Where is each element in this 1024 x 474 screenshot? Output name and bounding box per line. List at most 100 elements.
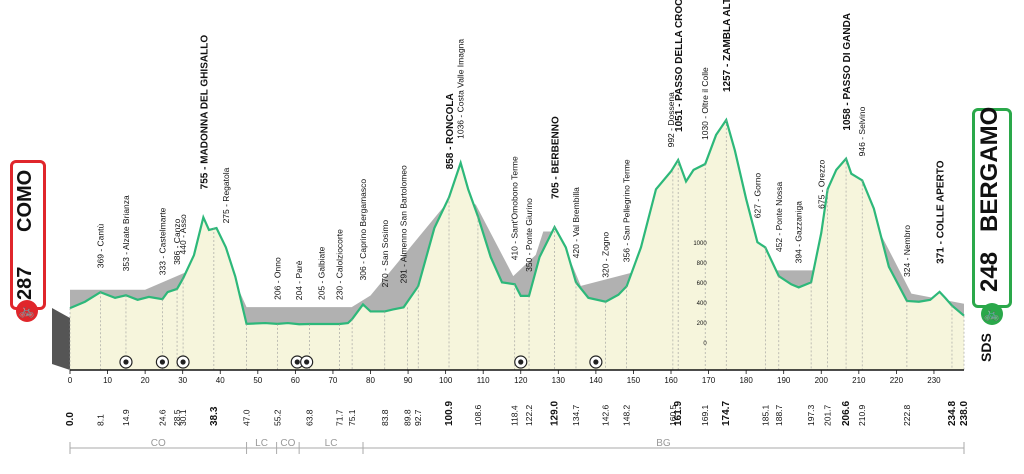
finish-name: BERGAMO <box>976 106 1003 232</box>
start-elevation: 287 <box>14 266 36 300</box>
grid-layer: 1000 800 600 400 200 0 0 10 20 30 40 50 60 70 80 90 100 1… <box>68 120 965 454</box>
x-tick-label: 110 <box>477 376 490 385</box>
intermediate-marker-dot <box>180 359 186 365</box>
province-label: CO <box>280 438 295 449</box>
km-mark-label: 169.1 <box>700 404 710 426</box>
x-tick-label: 30 <box>178 376 187 385</box>
x-tick-label: 190 <box>777 376 791 385</box>
place-label: 410 - Sant'Omobono Terme <box>510 156 520 260</box>
km-mark-label: 148.2 <box>622 404 632 426</box>
ridge-band <box>70 120 964 325</box>
x-tick-label: 160 <box>664 376 678 385</box>
finish-badge <box>972 108 1012 308</box>
place-label: 627 - Gorno <box>752 173 762 219</box>
start-bike-icon: 🚲 <box>16 300 38 322</box>
province-label: BG <box>656 438 671 449</box>
place-label: 291 - Almenno San Bartolomeo <box>399 165 409 283</box>
province-label: CO <box>151 438 166 449</box>
km-mark-label: 47.0 <box>242 409 252 426</box>
x-tick-label: 140 <box>589 376 603 385</box>
finish-elevation: 248 <box>976 251 1003 292</box>
start-block <box>52 308 70 370</box>
km-mark-label: 134.7 <box>571 404 581 426</box>
x-tick-label: 80 <box>366 376 375 385</box>
km-mark-label: 161.9 <box>673 401 684 426</box>
km-mark-label: 234.8 <box>947 401 958 426</box>
place-label: 452 - Ponte Nossa <box>774 181 784 252</box>
elevation-scale-label: 400 <box>697 301 708 307</box>
km-mark-label: 188.7 <box>774 404 784 426</box>
x-tick-label: 120 <box>514 376 528 385</box>
km-mark-label: 63.8 <box>305 409 315 426</box>
labels-layer: 0.0 8.1 14.9 24.6 28.530.1 38.3 47.0 55.2 63.8 71… <box>65 0 970 449</box>
x-tick-label: 10 <box>103 376 112 385</box>
elevation-scale-label: 800 <box>697 261 708 267</box>
km-mark-label: 142.6 <box>601 404 611 426</box>
km-mark-label: 0.0 <box>65 412 76 426</box>
place-label: 270 - San Sosimo <box>380 220 390 288</box>
km-mark-label: 210.9 <box>857 404 867 426</box>
km-mark-label: 108.6 <box>473 404 483 426</box>
climb-label: 1051 - PASSO DELLA CROCETTA <box>674 0 685 132</box>
x-tick-label: 50 <box>253 376 262 385</box>
x-tick-label: 70 <box>328 376 337 385</box>
elevation-scale-label: 200 <box>697 321 708 327</box>
km-mark-label: 89.8 <box>402 409 412 426</box>
km-mark-label: 201.7 <box>823 404 833 426</box>
x-tick-label: 100 <box>439 376 453 385</box>
x-tick-label: 170 <box>702 376 716 385</box>
place-label: 369 - Cantù <box>95 224 105 269</box>
climb-label: 858 - RONCOLA <box>445 93 456 169</box>
place-label: 320 - Zogno <box>601 232 611 278</box>
km-mark-label: 118.4 <box>510 405 520 426</box>
province-label: LC <box>325 438 338 449</box>
x-tick-label: 210 <box>852 376 866 385</box>
km-mark-label: 185.1 <box>760 404 770 426</box>
elevation-scale-label: 600 <box>697 281 708 287</box>
place-label: 350 - Ponte Giurino <box>524 198 534 272</box>
km-mark-label: 222.8 <box>902 404 912 426</box>
place-label: 205 - Galbiate <box>317 246 327 300</box>
x-tick-label: 130 <box>552 376 566 385</box>
intermediate-marker-dot <box>593 359 599 365</box>
km-mark-label: 206.6 <box>841 401 852 426</box>
intermediate-marker-dot <box>123 359 129 365</box>
km-mark-label: 55.2 <box>272 409 282 426</box>
place-label: 206 - Onno <box>272 257 282 300</box>
place-label: 946 - Selvino <box>857 106 867 156</box>
province-label: LC <box>255 438 268 449</box>
place-label: 306 - Caprino Bergamasco <box>358 179 368 281</box>
km-mark-label: 71.7 <box>334 409 344 426</box>
finish-bike-icon: 🚲 <box>981 303 1003 325</box>
place-label: 324 - Nembro <box>902 225 912 277</box>
km-mark-label: 160.5 <box>668 404 678 426</box>
intermediate-marker-dot <box>159 359 166 365</box>
x-tick-label: 40 <box>216 376 225 385</box>
x-tick-label: 220 <box>890 376 904 385</box>
climb-label: 371 - COLLE APERTO <box>936 160 947 264</box>
place-label: 333 - Castelmarte <box>157 207 167 275</box>
place-label: 356 - San Pellegrino Terme <box>622 159 632 262</box>
km-mark-label: 129.0 <box>550 401 561 426</box>
km-mark-label: 8.1 <box>95 414 105 426</box>
km-mark-label: 38.3 <box>209 406 220 426</box>
place-label: 420 - Val Brembilla <box>571 187 581 258</box>
start-name: COMO <box>14 169 36 232</box>
marks-layer <box>119 355 603 369</box>
place-label: 204 - Parè <box>294 260 304 300</box>
km-mark-label: 122.2 <box>524 404 534 426</box>
place-label: 1036 - Costa Valle Imagna <box>456 39 466 139</box>
intermediate-marker-dot <box>294 359 300 365</box>
x-tick-label: 90 <box>404 376 413 385</box>
km-mark-label: 24.6 <box>157 409 167 426</box>
elevation-scale-label: 1000 <box>693 241 707 247</box>
intermediate-marker-dot <box>304 359 310 365</box>
place-label: 386 - Canzo <box>172 218 182 265</box>
place-label: 230 - Calolziocorte <box>334 229 344 300</box>
climb-label: 755 - MADONNA DEL GHISALLO <box>199 35 210 190</box>
x-tick-label: 180 <box>739 376 753 385</box>
km-mark-label: 28.5 <box>172 409 182 426</box>
km-mark-label: 92.7 <box>413 409 423 426</box>
place-label: 992 - Dossena <box>666 92 676 148</box>
